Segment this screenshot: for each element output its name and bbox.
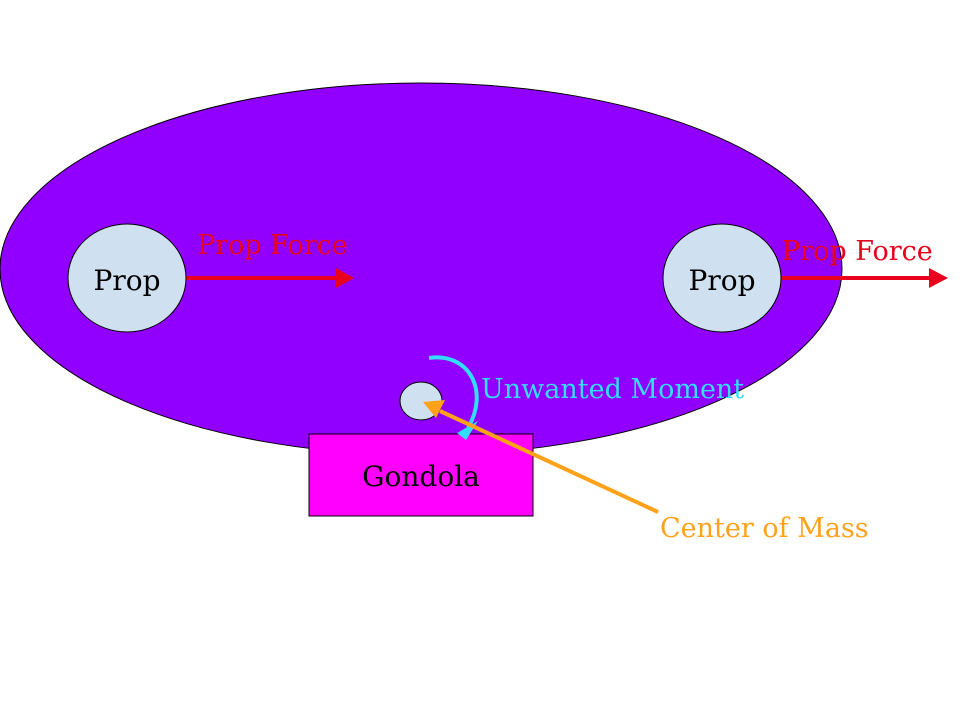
center-of-mass-label: Center of Mass (660, 513, 869, 544)
gondola (308, 433, 534, 517)
left-prop (67, 223, 187, 333)
right-prop-force-arrow (780, 268, 948, 288)
right-prop (662, 223, 782, 333)
unwanted-moment-label: Unwanted Moment (481, 374, 744, 405)
left-prop-force-label: Prop Force (197, 230, 348, 261)
center-of-mass-arrow (423, 400, 659, 514)
left-prop-force-arrow (186, 268, 354, 288)
left-prop-label: Prop (93, 264, 160, 297)
gondola-label: Gondola (362, 460, 480, 493)
right-prop-force-label: Prop Force (782, 236, 933, 267)
right-prop-label: Prop (688, 264, 755, 297)
